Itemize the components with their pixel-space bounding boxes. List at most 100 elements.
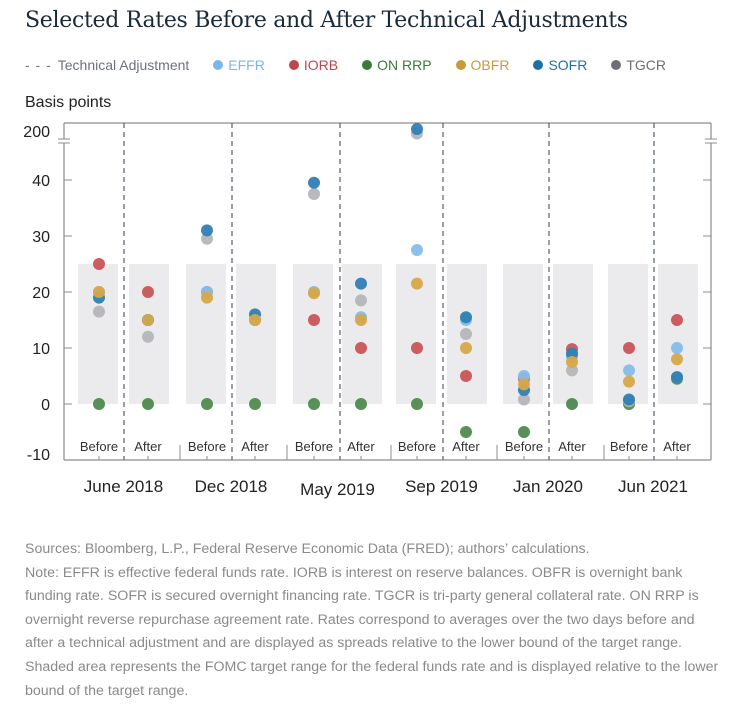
data-point-onrrp	[355, 398, 367, 410]
data-point-tgcr	[142, 330, 154, 343]
data-point-onrrp	[460, 426, 472, 438]
target-range-shade	[78, 264, 118, 404]
target-range-shade	[553, 264, 593, 404]
group-label: Dec 2018	[195, 477, 268, 496]
y-tick-label: 0	[41, 397, 50, 414]
data-point-iorb	[671, 314, 683, 326]
data-point-effr	[518, 370, 530, 382]
chart-notes: Sources: Bloomberg, L.P., Federal Reserv…	[25, 538, 725, 703]
target-range-shade	[236, 264, 276, 404]
legend-label: SOFR	[548, 57, 588, 73]
data-point-effr	[623, 364, 635, 377]
data-point-effr	[671, 342, 683, 354]
effr-dot-icon	[213, 60, 224, 70]
data-point-iorb	[93, 258, 105, 270]
group-label: Jan 2020	[513, 477, 583, 496]
data-point-onrrp	[142, 398, 154, 410]
data-point-obfr	[249, 314, 261, 326]
data-point-tgcr	[308, 188, 320, 200]
period-label: After	[347, 439, 375, 454]
scatter-chart: Basis points 200 40 30 20 10 0 -10 Before After Ju…	[23, 94, 717, 499]
sofr-dot-icon	[533, 60, 544, 70]
data-point-obfr	[93, 286, 105, 298]
data-point-obfr	[142, 314, 154, 326]
data-point-sofr	[460, 311, 472, 324]
data-point-sofr	[411, 123, 423, 135]
data-point-effr	[411, 244, 423, 256]
y-tick-label: 200	[23, 124, 50, 141]
legend-label: Technical Adjustment	[57, 57, 190, 73]
data-point-tgcr	[518, 393, 530, 406]
data-point-iorb	[623, 342, 635, 354]
chart-title: Selected Rates Before and After Technica…	[25, 8, 628, 33]
data-point-sofr	[671, 371, 683, 384]
dashed-line-icon: - - -	[25, 57, 52, 73]
legend-item-obfr: OBFR	[455, 57, 510, 73]
data-point-tgcr	[566, 364, 578, 377]
data-point-onrrp	[93, 398, 105, 410]
legend-label: ON RRP	[377, 57, 432, 73]
note-text: Note: EFFR is effective federal funds ra…	[25, 564, 719, 699]
tgcr-dot-icon	[611, 60, 622, 70]
group-label: June 2018	[84, 477, 163, 496]
y-tick-label: 20	[32, 285, 50, 302]
data-point-onrrp	[249, 398, 261, 410]
period-label: Before	[188, 439, 226, 454]
data-point-obfr	[355, 314, 367, 326]
period-label: Before	[505, 439, 543, 454]
obfr-dot-icon	[455, 60, 466, 70]
period-label: Before	[80, 439, 118, 454]
on-rrp-dot-icon	[362, 60, 373, 70]
legend-item-technical-adjustment: - - - Technical Adjustment	[25, 57, 189, 73]
data-point-sofr	[566, 347, 578, 360]
y-tick-label: 40	[32, 173, 50, 190]
data-point-obfr	[566, 356, 578, 368]
legend-label: IORB	[303, 57, 339, 73]
legend-item-tgcr: TGCR	[611, 57, 666, 73]
y-tick-label: 30	[32, 229, 50, 246]
data-point-iorb	[355, 342, 367, 354]
data-point-obfr	[671, 353, 683, 366]
legend-item-sofr: SOFR	[533, 57, 587, 73]
legend-label: TGCR	[626, 57, 666, 73]
legend-label: EFFR	[228, 57, 265, 73]
group-label: Jun 2021	[618, 477, 688, 496]
y-axis-label: Basis points	[25, 94, 111, 111]
y-tick-label: -10	[27, 447, 50, 464]
period-label: After	[558, 439, 586, 454]
period-label: After	[452, 439, 480, 454]
data-point-tgcr	[460, 328, 472, 340]
data-point-iorb	[142, 286, 154, 298]
data-point-obfr	[411, 277, 423, 290]
data-point-onrrp	[411, 398, 423, 410]
data-point-onrrp	[566, 398, 578, 410]
data-point-tgcr	[93, 305, 105, 318]
data-point-iorb	[308, 314, 320, 326]
period-label: Before	[610, 439, 648, 454]
data-point-onrrp	[518, 426, 530, 438]
data-point-sofr	[355, 277, 367, 290]
period-label: Before	[398, 439, 436, 454]
data-point-sofr	[201, 224, 213, 237]
sources-text: Sources: Bloomberg, L.P., Federal Reserv…	[25, 541, 590, 557]
group-label: Sep 2019	[405, 477, 478, 496]
legend: - - - Technical Adjustment EFFR IORB ON …	[25, 55, 690, 75]
data-point-obfr	[308, 287, 320, 300]
data-point-obfr	[460, 342, 472, 354]
data-point-iorb	[411, 342, 423, 354]
legend-item-effr: EFFR	[213, 57, 265, 73]
legend-label: OBFR	[470, 57, 510, 73]
data-point-iorb	[460, 370, 472, 382]
legend-item-iorb: IORB	[288, 57, 339, 73]
data-point-obfr	[623, 375, 635, 388]
data-point-obfr	[518, 378, 530, 391]
data-point-tgcr	[201, 232, 213, 245]
iorb-dot-icon	[288, 60, 299, 70]
group-label: May 2019	[300, 480, 375, 499]
period-label: After	[663, 439, 691, 454]
period-label: After	[134, 439, 162, 454]
data-point-onrrp	[308, 398, 320, 410]
period-label: After	[241, 439, 269, 454]
data-point-sofr	[623, 393, 635, 406]
period-label: Before	[295, 439, 333, 454]
